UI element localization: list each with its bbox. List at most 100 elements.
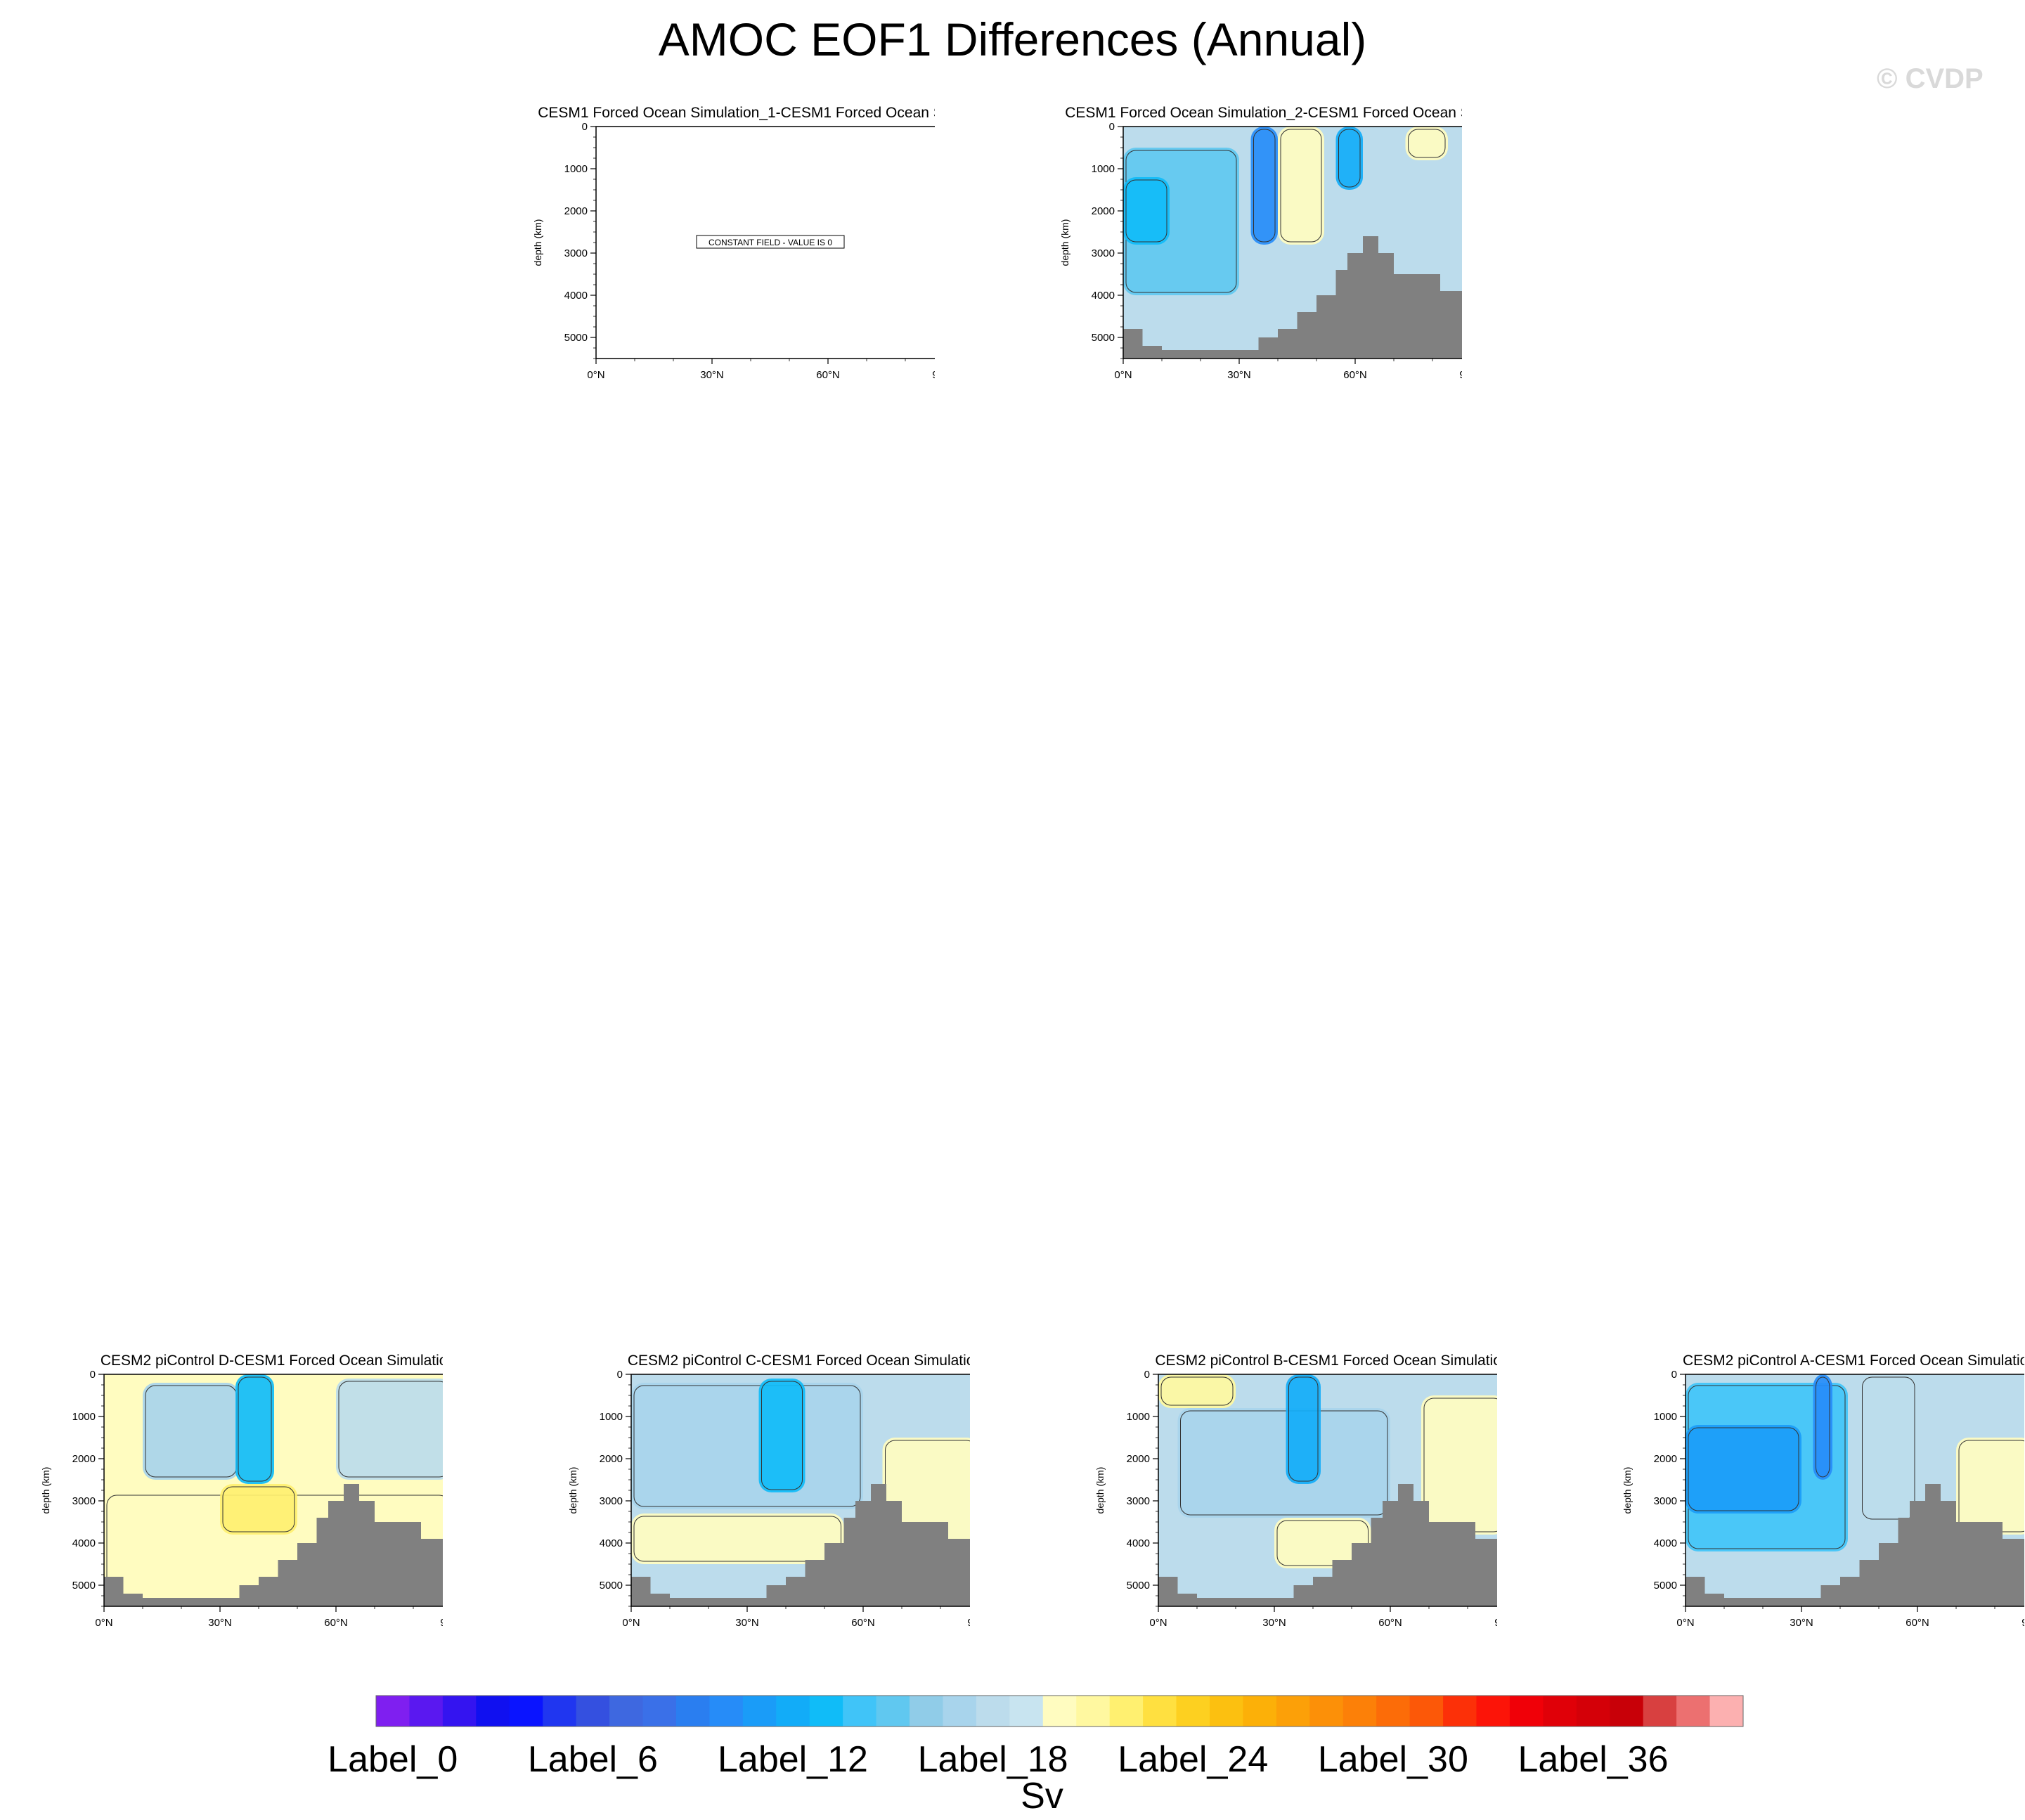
field-band bbox=[1686, 1425, 1801, 1514]
field-band bbox=[1421, 1395, 1506, 1535]
y-tick-label: 5000 bbox=[1127, 1580, 1150, 1592]
y-tick-label: 3000 bbox=[600, 1495, 623, 1507]
x-tick-label: 60°N bbox=[851, 1617, 875, 1629]
field-band bbox=[1177, 1408, 1390, 1518]
contour-line bbox=[1253, 129, 1276, 243]
bathymetry-land bbox=[1158, 1484, 1506, 1606]
x-tick-label: 0°N bbox=[587, 369, 604, 381]
colorbar-swatch bbox=[1309, 1696, 1344, 1727]
field-band bbox=[143, 1383, 240, 1480]
colorbar-swatch bbox=[1209, 1696, 1243, 1727]
panel-forced-2: CESM1 Forced Ocean Simulation_2-CESM1 Fo… bbox=[1019, 102, 1529, 401]
contour-line bbox=[633, 1385, 861, 1507]
field-band bbox=[1286, 1374, 1321, 1484]
panel-svg: CESM1 Forced Ocean Simulation_1-CESM1 Fo… bbox=[532, 105, 1002, 381]
y-tick-label: 0 bbox=[1144, 1369, 1150, 1381]
colorbar-swatch bbox=[609, 1696, 644, 1727]
colorbar-swatch bbox=[876, 1696, 910, 1727]
y-tick-label: 2000 bbox=[600, 1453, 623, 1465]
colorbar-swatch bbox=[1509, 1696, 1544, 1727]
colorbar-swatch bbox=[1109, 1696, 1144, 1727]
y-tick-label: 5000 bbox=[564, 332, 588, 344]
colorbar-swatch bbox=[509, 1696, 543, 1727]
contour-line bbox=[1125, 179, 1167, 243]
y-tick-label: 0 bbox=[1671, 1369, 1677, 1381]
x-tick-label: 30°N bbox=[735, 1617, 759, 1629]
y-tick-label: 1000 bbox=[1127, 1411, 1150, 1423]
x-tick-label: 90°N bbox=[967, 1617, 970, 1629]
y-axis-label: depth (km) bbox=[1094, 1467, 1106, 1514]
contour-line bbox=[238, 1376, 272, 1482]
colorbar-swatch bbox=[1143, 1696, 1177, 1727]
x-tick-label: 90°N bbox=[1494, 1617, 1497, 1629]
contour-line bbox=[1408, 129, 1446, 158]
y-tick-label: 4000 bbox=[600, 1537, 623, 1549]
panel-svg: CESM2 piControl A-CESM1 Forced Ocean Sim… bbox=[1622, 1353, 2025, 1629]
colorbar-swatch bbox=[943, 1696, 977, 1727]
panel-title: CESM2 piControl B-CESM1 Forced Ocean Sim… bbox=[1155, 1353, 1497, 1369]
y-tick-label: 3000 bbox=[564, 247, 588, 259]
contour-line bbox=[222, 1486, 295, 1532]
y-tick-label: 1000 bbox=[564, 163, 588, 175]
colorbar-swatch bbox=[1543, 1696, 1577, 1727]
colorbar-swatch bbox=[1409, 1696, 1444, 1727]
field-band bbox=[882, 1438, 979, 1543]
panel-picontrol-c: CESM2 piControl C-CESM1 Forced Ocean Sim… bbox=[527, 1350, 991, 1648]
colorbar-swatch bbox=[709, 1696, 744, 1727]
y-tick-label: 1000 bbox=[1092, 163, 1115, 175]
colorbar-swatch bbox=[1676, 1696, 1711, 1727]
contour-line bbox=[1816, 1376, 1830, 1478]
colorbar-swatch bbox=[910, 1696, 943, 1727]
panel-picontrol-a: CESM2 piControl A-CESM1 Forced Ocean Sim… bbox=[1581, 1350, 2025, 1648]
colorbar-label: Label_30 bbox=[1318, 1739, 1468, 1780]
y-tick-label: 2000 bbox=[1127, 1453, 1150, 1465]
y-tick-label: 0 bbox=[582, 121, 588, 133]
colorbar-swatch bbox=[843, 1696, 877, 1727]
panel-picontrol-d: CESM2 piControl D-CESM1 Forced Ocean Sim… bbox=[0, 1350, 464, 1648]
colorbar-swatch bbox=[976, 1696, 1010, 1727]
x-tick-label: 30°N bbox=[1227, 369, 1251, 381]
colorbar-swatch bbox=[543, 1696, 577, 1727]
field-band bbox=[758, 1379, 806, 1492]
colorbar-frame bbox=[375, 1695, 1744, 1727]
x-tick-label: 90°N bbox=[2021, 1617, 2024, 1629]
colorbar-label: Label_0 bbox=[328, 1739, 458, 1780]
colorbar-swatch bbox=[576, 1696, 610, 1727]
colorbar-swatch bbox=[409, 1696, 444, 1727]
colorbar-swatch bbox=[742, 1696, 777, 1727]
colorbar-label: Label_6 bbox=[528, 1739, 658, 1780]
panel-svg: CESM2 piControl B-CESM1 Forced Ocean Sim… bbox=[1094, 1353, 1518, 1629]
field-band bbox=[1859, 1374, 1917, 1522]
contour-line bbox=[1288, 1376, 1319, 1482]
field-band bbox=[1956, 1438, 2025, 1535]
y-tick-label: 2000 bbox=[1654, 1453, 1677, 1465]
colorbar-swatch bbox=[809, 1696, 843, 1727]
panel-title: CESM1 Forced Ocean Simulation_2-CESM1 Fo… bbox=[1065, 105, 1462, 121]
y-tick-label: 0 bbox=[90, 1369, 96, 1381]
field-band bbox=[631, 1383, 863, 1509]
field-band bbox=[1335, 127, 1363, 190]
panel-svg: CESM1 Forced Ocean Simulation_2-CESM1 Fo… bbox=[1059, 105, 1529, 381]
colorbar-label: Label_24 bbox=[1118, 1739, 1268, 1780]
y-axis-label: depth (km) bbox=[532, 219, 543, 266]
y-tick-label: 4000 bbox=[72, 1537, 96, 1549]
y-axis-label: depth (km) bbox=[567, 1467, 578, 1514]
bathymetry-land bbox=[1123, 236, 1471, 359]
y-tick-label: 5000 bbox=[1654, 1580, 1677, 1592]
colorbar-swatch bbox=[376, 1696, 410, 1727]
colorbar-swatch bbox=[776, 1696, 810, 1727]
contour-line bbox=[1160, 1376, 1234, 1406]
x-tick-label: 60°N bbox=[324, 1617, 348, 1629]
y-tick-label: 4000 bbox=[1127, 1537, 1150, 1549]
y-tick-label: 0 bbox=[617, 1369, 623, 1381]
constant-field-label: CONSTANT FIELD - VALUE IS 0 bbox=[696, 235, 845, 249]
colorbar-swatch bbox=[476, 1696, 510, 1727]
colorbar-swatch bbox=[1343, 1696, 1377, 1727]
colorbar-label: Label_12 bbox=[718, 1739, 868, 1780]
bathymetry-land bbox=[104, 1484, 452, 1606]
x-tick-label: 0°N bbox=[1676, 1617, 1694, 1629]
field-band bbox=[1274, 1518, 1371, 1568]
y-tick-label: 1000 bbox=[72, 1411, 96, 1423]
contour-line bbox=[1862, 1376, 1915, 1520]
colorbar-swatch bbox=[642, 1696, 677, 1727]
